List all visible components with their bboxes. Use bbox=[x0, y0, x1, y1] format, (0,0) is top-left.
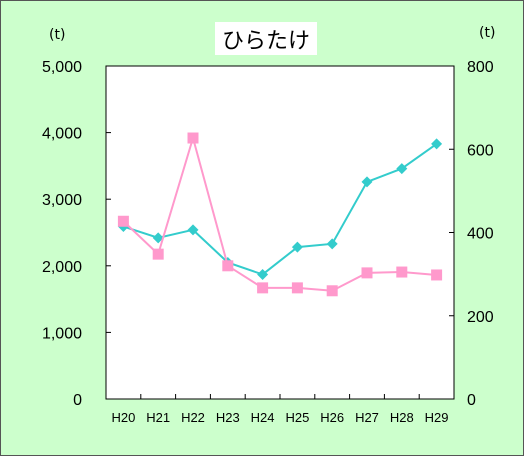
right-tick-label: 800 bbox=[467, 59, 494, 76]
chart-title: ひらたけ bbox=[215, 22, 317, 55]
right-axis-unit: (t) bbox=[479, 25, 496, 41]
left-tick-label: 3,000 bbox=[42, 192, 82, 209]
right-tick-label: 600 bbox=[467, 142, 494, 159]
series-1-point bbox=[257, 268, 269, 280]
right-tick-label: 0 bbox=[467, 392, 476, 409]
series-2-point bbox=[361, 267, 373, 279]
series-1-point bbox=[326, 238, 338, 250]
series-1-point bbox=[187, 224, 199, 236]
series-1-point bbox=[291, 241, 303, 253]
x-tick-label: H27 bbox=[355, 410, 379, 425]
series-2-point bbox=[326, 285, 338, 297]
x-tick-label: H24 bbox=[251, 410, 275, 425]
left-tick-label: 1,000 bbox=[42, 325, 82, 342]
series-2-line bbox=[122, 134, 437, 292]
series-2-point bbox=[431, 269, 443, 281]
x-tick-label: H28 bbox=[390, 410, 414, 425]
series-1-point bbox=[361, 176, 373, 188]
series-2-point bbox=[222, 260, 234, 272]
series-1-line bbox=[123, 143, 438, 276]
right-tick-label: 200 bbox=[467, 309, 494, 326]
x-tick-label: H21 bbox=[146, 410, 170, 425]
series-2-point bbox=[257, 282, 269, 294]
series-1-point bbox=[152, 232, 164, 244]
x-tick-label: H25 bbox=[285, 410, 309, 425]
left-tick-label: 2,000 bbox=[42, 259, 82, 276]
x-tick-label: H20 bbox=[111, 410, 135, 425]
left-tick-label: 0 bbox=[73, 392, 82, 409]
series-2-point bbox=[187, 132, 199, 144]
series-1-point bbox=[396, 163, 408, 175]
series-2-point bbox=[117, 215, 129, 227]
x-tick-label: H26 bbox=[320, 410, 344, 425]
series-2-point bbox=[291, 282, 303, 294]
series-2-point bbox=[396, 266, 408, 278]
series-2-point bbox=[152, 248, 164, 260]
x-tick-label: H22 bbox=[181, 410, 205, 425]
x-tick-label: H23 bbox=[216, 410, 240, 425]
left-axis-unit: (t) bbox=[49, 27, 66, 43]
x-tick-label: H29 bbox=[425, 410, 449, 425]
left-tick-label: 5,000 bbox=[42, 59, 82, 76]
series-1-point bbox=[431, 138, 443, 150]
left-tick-label: 4,000 bbox=[42, 126, 82, 143]
right-tick-label: 400 bbox=[467, 226, 494, 243]
